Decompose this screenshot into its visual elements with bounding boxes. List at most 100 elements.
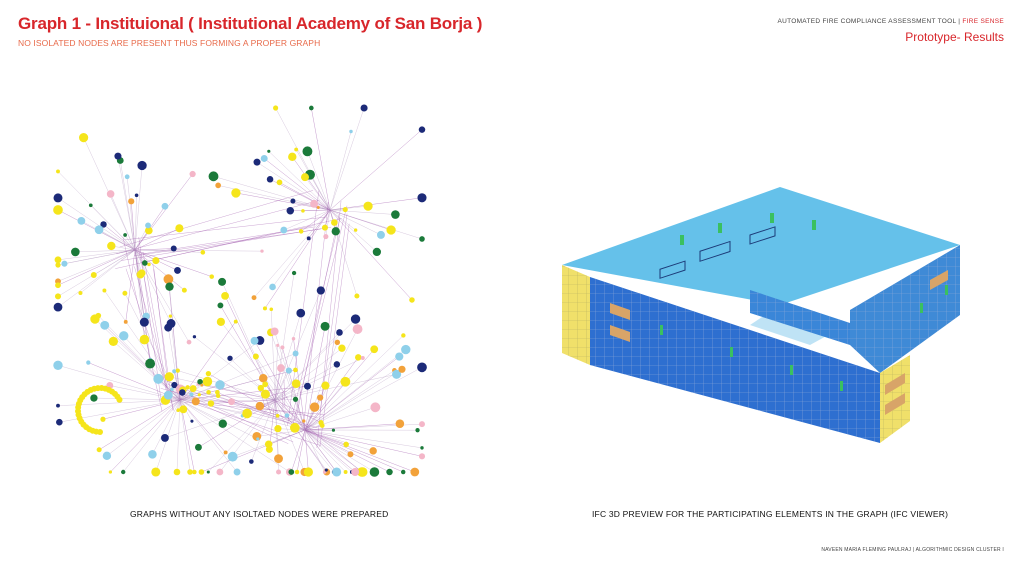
graph-edge [94, 318, 181, 401]
graph-edge [57, 249, 136, 297]
graph-edge [57, 249, 136, 261]
graph-node [317, 394, 324, 401]
graph-node [165, 282, 174, 291]
graph-node [391, 210, 400, 219]
graph-edge [179, 381, 201, 401]
graph-edge [268, 390, 287, 397]
graph-node [298, 229, 304, 234]
graph-node [116, 396, 123, 403]
graph-edge [308, 209, 331, 239]
graph-node [170, 387, 174, 392]
graph-node [302, 419, 306, 423]
graph-node [332, 467, 342, 477]
graph-edge [256, 161, 331, 211]
graph-node [277, 364, 285, 372]
graph-node [218, 419, 227, 428]
graph-edge [274, 290, 322, 401]
graph-node [144, 226, 153, 235]
graph-edge [123, 399, 181, 473]
graph-edge [296, 429, 306, 473]
graph-node [148, 450, 157, 459]
graph-edge [320, 213, 348, 412]
graph-node [206, 389, 211, 395]
graph-node [316, 286, 325, 295]
graph-edge [304, 429, 325, 473]
graph-edge [57, 249, 136, 282]
tool-name-text: AUTOMATED FIRE COMPLIANCE ASSESSMENT TOO… [777, 18, 963, 25]
graph-edge [304, 407, 376, 431]
graph-edge [124, 216, 326, 241]
graph-edge [274, 331, 306, 431]
tool-name: AUTOMATED FIRE COMPLIANCE ASSESSMENT TOO… [777, 18, 1004, 25]
graph-node [185, 385, 190, 390]
graph-node [114, 152, 122, 160]
graph-node [250, 336, 259, 345]
graph-node [119, 331, 129, 341]
graph-edge [301, 209, 331, 232]
graph-edge [274, 368, 282, 401]
graph-node [419, 421, 425, 428]
graph-node [410, 467, 420, 477]
graph-node [331, 227, 340, 236]
graph-edge [279, 182, 331, 211]
graph-node [401, 344, 411, 355]
graph-node [216, 317, 226, 326]
graph-node [200, 250, 206, 255]
graph-node [231, 188, 241, 198]
graph-node [251, 295, 257, 301]
graph-edge [329, 209, 413, 301]
graph-edge [210, 399, 276, 404]
graph-node [227, 355, 233, 361]
graph-node [151, 467, 161, 477]
graph-node [363, 201, 373, 211]
graph-edge [134, 173, 193, 251]
graph-edge [110, 399, 181, 473]
graph-node [267, 149, 271, 153]
graph-node [351, 468, 360, 476]
graph-node [205, 370, 212, 377]
graph-edge [274, 364, 337, 401]
graph-node [207, 400, 215, 407]
graph-edge [90, 205, 136, 251]
graph-node [134, 193, 139, 198]
graph-edge [329, 209, 382, 236]
graph-edge [274, 272, 295, 401]
graph-node [260, 389, 270, 399]
graph-node [171, 381, 178, 389]
graph-node [227, 451, 238, 462]
graph-node [360, 356, 365, 361]
graph-node [349, 129, 353, 134]
graph-edge [304, 328, 358, 431]
graph-node [206, 470, 210, 474]
graph-edge [292, 205, 348, 425]
graph-node [53, 360, 63, 371]
graph-edge [179, 353, 296, 401]
graph-edge [304, 429, 337, 473]
graph-node [370, 402, 381, 413]
graph-edge [304, 429, 404, 473]
graph-edge [179, 399, 226, 453]
graph-edge [274, 370, 290, 401]
graph-edge [171, 390, 289, 444]
graph-node [54, 293, 62, 300]
graph-node [191, 397, 200, 406]
graph-node [321, 224, 328, 231]
graph-node [123, 319, 128, 324]
graph-edge [268, 151, 331, 211]
graph-edge [104, 290, 181, 401]
graph-edge [119, 190, 314, 248]
graph-node [53, 205, 63, 215]
graph-node [290, 198, 296, 204]
graph-node [401, 333, 406, 338]
graph-node [331, 219, 338, 226]
graph-edge [124, 234, 136, 251]
graph-node [343, 441, 349, 448]
graph-edge [131, 201, 136, 251]
graph-node [189, 392, 194, 397]
graph-node [190, 419, 194, 423]
graph-edge [283, 209, 331, 231]
graph-node [145, 358, 156, 369]
graph-node [293, 367, 298, 373]
graph-edge [329, 107, 365, 211]
graph-edge [106, 399, 181, 456]
